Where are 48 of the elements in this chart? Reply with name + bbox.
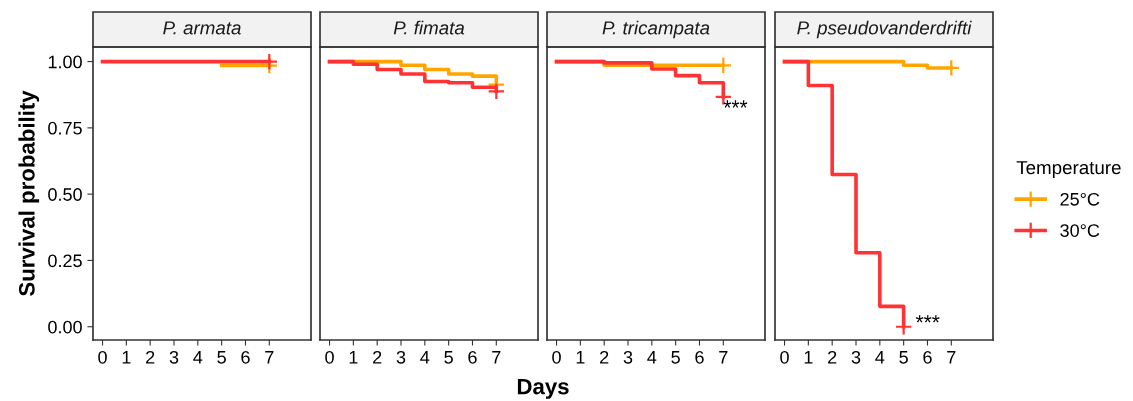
x-tick-label: 4 bbox=[647, 351, 657, 364]
x-tick-label: 6 bbox=[468, 350, 477, 364]
legend-label: 25°C bbox=[1060, 192, 1100, 206]
x-tick-label: 6 bbox=[241, 350, 250, 364]
chart-title: P. armata bbox=[163, 21, 241, 35]
x-tick-label: 7 bbox=[492, 351, 501, 364]
x-tick-label: 6 bbox=[923, 350, 932, 364]
x-tick-label: 5 bbox=[444, 351, 453, 364]
x-tick-label: 3 bbox=[396, 350, 406, 364]
x-tick-label: 0 bbox=[552, 350, 561, 364]
x-tick-label: 6 bbox=[695, 350, 704, 364]
y-axis-title: Survival probability bbox=[18, 90, 40, 296]
x-tick-label: 4 bbox=[193, 351, 203, 364]
x-tick-label: 4 bbox=[420, 351, 430, 364]
chart-title: P. fimata bbox=[393, 20, 465, 35]
annotation: *** bbox=[915, 315, 940, 323]
x-tick-label: 5 bbox=[671, 351, 680, 364]
legend-label: 30°C bbox=[1060, 224, 1100, 237]
x-tick-label: 2 bbox=[828, 350, 837, 364]
y-tick-label: 0.00 bbox=[48, 320, 82, 334]
y-tick-label: 0.25 bbox=[48, 254, 82, 268]
y-tick-label: 0.75 bbox=[48, 121, 82, 135]
x-tick-label: 2 bbox=[600, 350, 609, 364]
legend-title: Temperature bbox=[1016, 161, 1121, 178]
annotation: *** bbox=[723, 100, 748, 108]
x-tick-label: 1 bbox=[122, 351, 131, 364]
x-tick-label: 3 bbox=[851, 350, 861, 364]
x-tick-label: 2 bbox=[146, 350, 155, 364]
x-tick-label: 7 bbox=[719, 351, 728, 364]
x-tick-label: 3 bbox=[623, 350, 633, 364]
x-tick-label: 3 bbox=[169, 350, 179, 364]
x-tick-label: 1 bbox=[576, 351, 585, 364]
y-tick-label: 0.50 bbox=[48, 188, 82, 201]
x-tick-label: 0 bbox=[325, 350, 334, 364]
x-tick-label: 1 bbox=[349, 351, 358, 364]
chart-title: P. tricampata bbox=[602, 20, 710, 39]
x-tick-label: 7 bbox=[947, 351, 956, 364]
x-tick-label: 5 bbox=[899, 351, 908, 364]
x-tick-label: 7 bbox=[265, 351, 274, 364]
x-tick-label: 4 bbox=[875, 351, 885, 364]
x-tick-label: 1 bbox=[804, 351, 813, 364]
y-tick-label: 1.00 bbox=[48, 55, 82, 69]
x-axis-title: Days bbox=[517, 378, 569, 399]
x-tick-label: 5 bbox=[217, 351, 226, 364]
x-tick-label: 0 bbox=[98, 350, 107, 364]
chart-title: P. pseudovanderdrifti bbox=[797, 20, 972, 39]
x-tick-label: 0 bbox=[780, 350, 789, 364]
x-tick-label: 2 bbox=[373, 350, 382, 364]
